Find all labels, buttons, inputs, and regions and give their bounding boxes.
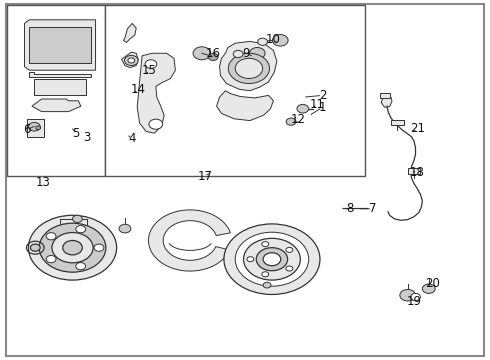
- Circle shape: [149, 119, 163, 129]
- Circle shape: [193, 47, 211, 60]
- Polygon shape: [220, 41, 277, 91]
- Text: 14: 14: [131, 83, 146, 96]
- Circle shape: [256, 248, 288, 271]
- Circle shape: [235, 58, 263, 78]
- Polygon shape: [29, 27, 91, 63]
- Circle shape: [297, 104, 309, 113]
- Bar: [408, 168, 420, 174]
- Text: 4: 4: [128, 132, 136, 145]
- Text: 19: 19: [407, 295, 421, 308]
- Text: 17: 17: [197, 170, 212, 183]
- Circle shape: [400, 289, 416, 301]
- Circle shape: [52, 233, 93, 263]
- Circle shape: [262, 242, 269, 247]
- Bar: [7, 5, 105, 176]
- Circle shape: [39, 223, 106, 272]
- Circle shape: [94, 244, 104, 251]
- Text: 16: 16: [206, 47, 220, 60]
- Polygon shape: [381, 96, 392, 107]
- Circle shape: [286, 118, 296, 125]
- Circle shape: [228, 53, 270, 84]
- Circle shape: [235, 232, 309, 286]
- Polygon shape: [32, 99, 81, 112]
- Text: 6: 6: [23, 123, 31, 136]
- Circle shape: [30, 244, 40, 251]
- Circle shape: [411, 293, 420, 301]
- Bar: [105, 5, 365, 176]
- Text: 15: 15: [142, 64, 157, 77]
- Text: 3: 3: [83, 131, 91, 144]
- Polygon shape: [34, 79, 86, 95]
- Circle shape: [76, 226, 86, 233]
- Circle shape: [73, 215, 82, 222]
- Circle shape: [233, 50, 243, 58]
- Circle shape: [286, 247, 293, 252]
- Circle shape: [124, 55, 138, 66]
- Circle shape: [28, 122, 40, 131]
- Bar: [391, 120, 404, 125]
- Circle shape: [244, 238, 300, 280]
- Circle shape: [263, 282, 271, 288]
- Polygon shape: [137, 53, 175, 133]
- Circle shape: [224, 224, 320, 294]
- Polygon shape: [27, 119, 44, 137]
- Polygon shape: [24, 20, 96, 70]
- Circle shape: [46, 233, 56, 240]
- Polygon shape: [29, 72, 91, 77]
- Text: 7: 7: [368, 202, 376, 215]
- Circle shape: [76, 262, 86, 270]
- Text: 1: 1: [318, 101, 326, 114]
- Text: 20: 20: [425, 277, 440, 290]
- Text: 13: 13: [36, 176, 50, 189]
- Circle shape: [208, 53, 218, 60]
- Circle shape: [63, 240, 82, 255]
- Text: 11: 11: [310, 98, 325, 111]
- Text: 8: 8: [346, 202, 354, 215]
- Polygon shape: [148, 210, 230, 271]
- Circle shape: [422, 284, 435, 293]
- Circle shape: [272, 35, 288, 46]
- Text: 5: 5: [72, 127, 80, 140]
- Text: 18: 18: [410, 166, 425, 179]
- Text: 21: 21: [410, 122, 425, 135]
- Circle shape: [28, 215, 117, 280]
- Text: 2: 2: [318, 89, 326, 102]
- Circle shape: [262, 272, 269, 277]
- Circle shape: [46, 256, 56, 263]
- Text: 9: 9: [242, 47, 250, 60]
- Text: 10: 10: [266, 33, 281, 46]
- Polygon shape: [122, 52, 138, 68]
- Circle shape: [36, 126, 41, 130]
- Text: 12: 12: [291, 113, 305, 126]
- Polygon shape: [217, 91, 273, 121]
- Circle shape: [249, 48, 265, 59]
- Bar: [380, 93, 390, 98]
- Polygon shape: [123, 23, 136, 42]
- Circle shape: [128, 58, 135, 63]
- Circle shape: [145, 60, 157, 68]
- Circle shape: [263, 253, 281, 266]
- Circle shape: [119, 224, 131, 233]
- Circle shape: [247, 257, 254, 262]
- Circle shape: [258, 38, 268, 45]
- Circle shape: [286, 266, 293, 271]
